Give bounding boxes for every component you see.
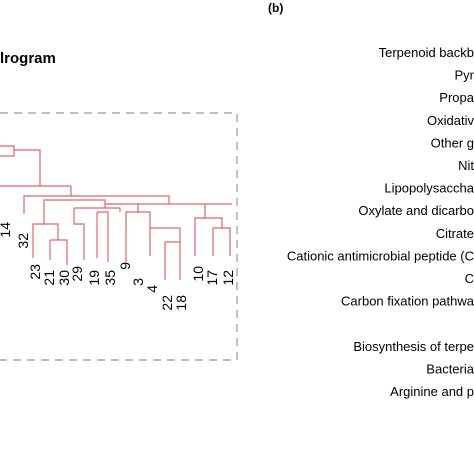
branch-left-a [43, 199, 106, 214]
dendrogram-branches [0, 145, 232, 280]
pathway-label: Lipopolysaccha [384, 181, 474, 196]
pathway-label: Pyr [455, 68, 474, 83]
leaf-label: 32 [15, 233, 31, 249]
branch-left-g [73, 208, 85, 240]
leaf-label: 9 [117, 262, 133, 270]
branch-left-f [74, 207, 121, 212]
pathway-label: Nit [458, 158, 474, 173]
leaf-label: 14 [0, 222, 13, 238]
branch-root [0, 145, 15, 157]
pathway-label: Bacteria [426, 361, 474, 376]
leaf-label: 22 [159, 295, 175, 311]
leaf-label: 30 [56, 270, 72, 286]
pathway-label: Oxidativ [427, 113, 474, 128]
branch-right-a [204, 204, 223, 228]
leaf-label: 17 [204, 270, 220, 286]
branch-level-2 [23, 186, 72, 214]
pathway-label: Cationic antimicrobial peptide (C [287, 248, 474, 263]
leaf-label: 18 [173, 295, 189, 311]
leaf-label: 10 [190, 266, 206, 282]
pathway-list: Terpenoid backb Pyr Propa Oxidativ Other g Ni… [287, 45, 474, 399]
branch-mid-b [138, 211, 151, 228]
branch-left-c [44, 223, 59, 240]
leaf-label: 19 [86, 270, 102, 286]
branch-mid-a [125, 204, 139, 230]
branch-mid-f [165, 241, 181, 280]
pathway-label: Terpenoid backb [379, 45, 474, 60]
dendrogram-frame [0, 112, 238, 361]
pathway-label: Other g [431, 135, 474, 150]
branch-right-c [213, 227, 231, 256]
branch-main [14, 149, 41, 186]
leaf-label: 35 [102, 270, 118, 286]
leaf-label: 3 [130, 278, 146, 286]
leaf-label: 21 [41, 270, 57, 286]
branch-level-2-right [71, 195, 170, 204]
dendrogram-title: lrogram [0, 50, 56, 67]
branch-left-i [97, 211, 109, 240]
pathway-label: Oxylate and dicarbo [358, 203, 474, 218]
branch-right-b [194, 217, 205, 256]
pathway-label: Propa [439, 90, 474, 105]
pathway-label: Arginine and p [390, 384, 474, 399]
branch-mid-d [150, 227, 181, 242]
leaf-label: 29 [69, 266, 85, 282]
pathway-label: C [465, 271, 474, 286]
pathway-label: Carbon fixation pathwa [341, 294, 474, 309]
branch-left-b [32, 214, 45, 258]
leaf-label: 4 [144, 285, 160, 293]
panel-label: (b) [268, 1, 283, 15]
branch-left-d [50, 239, 68, 265]
leaf-label: 12 [220, 270, 236, 286]
pathway-label: Citrate [436, 226, 474, 241]
leaf-label: 23 [27, 264, 43, 280]
pathway-label: Biosynthesis of terpe [353, 339, 474, 354]
